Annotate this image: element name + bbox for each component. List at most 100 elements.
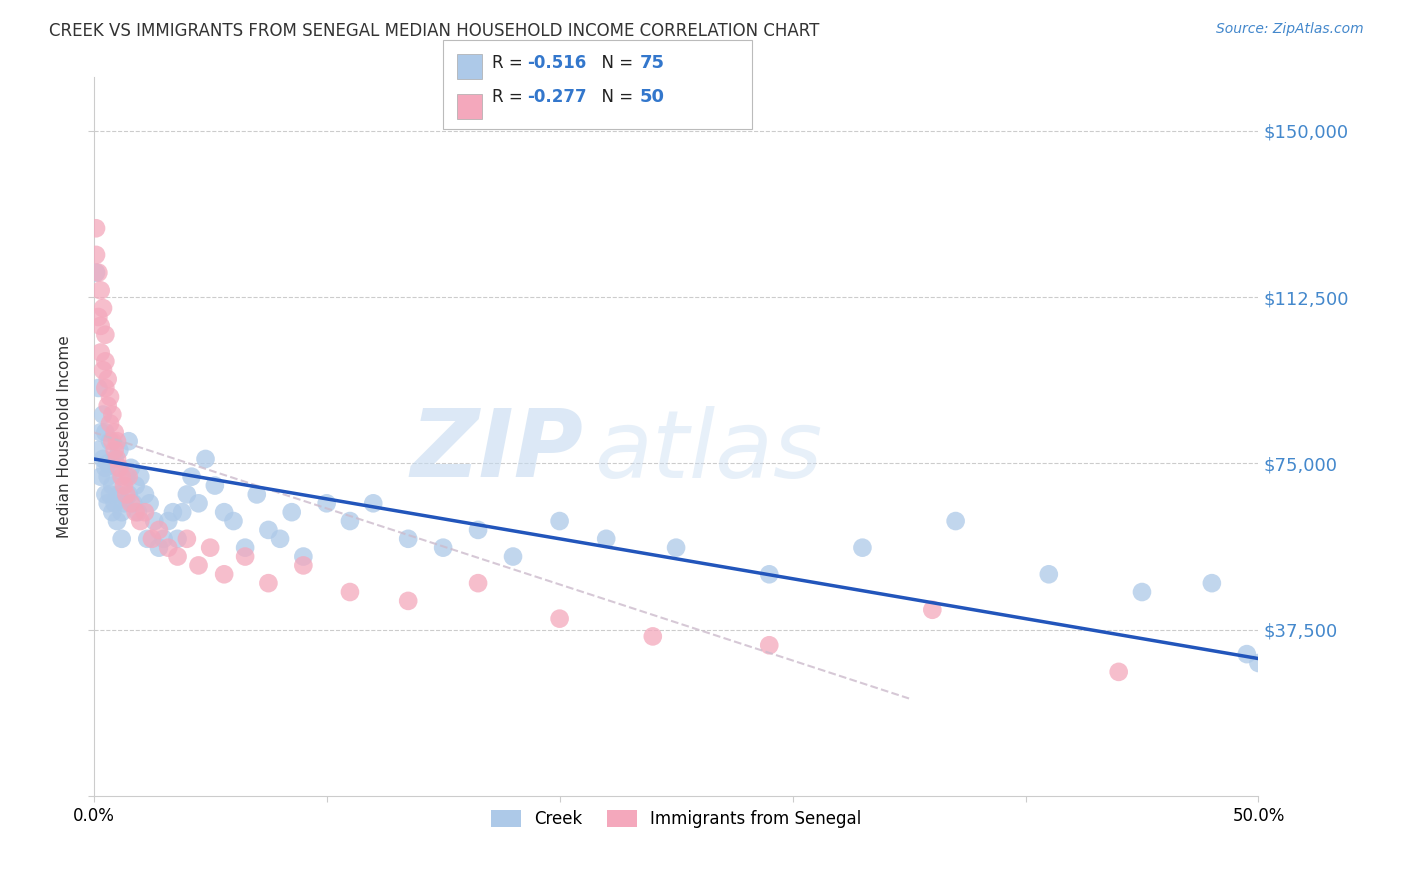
Point: [758, 567, 780, 582]
Point: [166, 532, 188, 546]
Point: [292, 558, 315, 573]
Point: [118, 434, 141, 449]
Point: [91, 301, 114, 315]
Point: [187, 558, 209, 573]
Point: [90, 284, 112, 298]
Point: [233, 541, 256, 555]
Point: [98, 417, 121, 431]
Point: [1201, 576, 1223, 591]
Text: 50: 50: [640, 88, 665, 106]
Point: [87, 443, 110, 458]
Text: N =: N =: [591, 54, 638, 71]
Text: CREEK VS IMMIGRANTS FROM SENEGAL MEDIAN HOUSEHOLD INCOME CORRELATION CHART: CREEK VS IMMIGRANTS FROM SENEGAL MEDIAN …: [49, 22, 820, 40]
Point: [108, 487, 131, 501]
Point: [148, 541, 170, 555]
Point: [595, 532, 617, 546]
Point: [112, 478, 135, 492]
Point: [108, 443, 131, 458]
Point: [269, 532, 291, 546]
Point: [90, 425, 112, 440]
Point: [94, 327, 117, 342]
Point: [84, 266, 107, 280]
Point: [136, 532, 159, 546]
Point: [87, 310, 110, 324]
Point: [246, 487, 269, 501]
Point: [222, 514, 245, 528]
Point: [104, 496, 127, 510]
Point: [548, 612, 571, 626]
Point: [315, 496, 337, 510]
Point: [97, 496, 120, 510]
Point: [280, 505, 302, 519]
Text: -0.516: -0.516: [527, 54, 586, 71]
Point: [94, 354, 117, 368]
Legend: Creek, Immigrants from Senegal: Creek, Immigrants from Senegal: [484, 803, 869, 835]
Point: [212, 505, 235, 519]
Text: N =: N =: [591, 88, 638, 106]
Point: [257, 523, 280, 537]
Point: [204, 478, 226, 492]
Point: [396, 594, 419, 608]
Point: [97, 399, 120, 413]
Text: atlas: atlas: [595, 406, 823, 497]
Point: [129, 469, 152, 483]
Point: [141, 532, 163, 546]
Point: [134, 505, 156, 519]
Point: [921, 603, 943, 617]
Point: [432, 541, 454, 555]
Point: [172, 505, 194, 519]
Point: [187, 496, 209, 510]
Point: [361, 496, 384, 510]
Point: [90, 345, 112, 359]
Point: [1108, 665, 1130, 679]
Point: [127, 505, 149, 519]
Point: [339, 585, 361, 599]
Point: [111, 469, 134, 483]
Point: [98, 434, 121, 449]
Point: [108, 460, 131, 475]
Text: ZIP: ZIP: [411, 405, 583, 497]
Point: [105, 434, 128, 449]
Text: R =: R =: [492, 88, 529, 106]
Point: [134, 487, 156, 501]
Point: [104, 443, 127, 458]
Point: [124, 478, 146, 492]
Point: [502, 549, 524, 564]
Point: [467, 523, 489, 537]
Point: [111, 532, 134, 546]
Point: [148, 523, 170, 537]
Point: [129, 514, 152, 528]
Point: [105, 452, 128, 467]
Point: [176, 487, 198, 501]
Point: [115, 469, 138, 483]
Point: [143, 514, 166, 528]
Point: [1038, 567, 1060, 582]
Point: [157, 541, 180, 555]
Point: [1130, 585, 1153, 599]
Point: [257, 576, 280, 591]
Point: [641, 629, 664, 643]
Point: [91, 452, 114, 467]
Point: [120, 460, 142, 475]
Point: [212, 567, 235, 582]
Point: [101, 505, 124, 519]
Point: [233, 549, 256, 564]
Text: 75: 75: [640, 54, 665, 71]
Point: [1236, 647, 1258, 661]
Point: [105, 514, 128, 528]
Point: [118, 487, 141, 501]
Point: [101, 478, 124, 492]
Point: [87, 381, 110, 395]
Point: [339, 514, 361, 528]
Point: [90, 318, 112, 333]
Point: [166, 549, 188, 564]
Point: [120, 496, 142, 510]
Point: [84, 248, 107, 262]
Point: [104, 452, 127, 467]
Point: [97, 456, 120, 470]
Point: [90, 469, 112, 483]
Point: [98, 487, 121, 501]
Point: [945, 514, 967, 528]
Y-axis label: Median Household Income: Median Household Income: [58, 335, 72, 538]
Point: [97, 469, 120, 483]
